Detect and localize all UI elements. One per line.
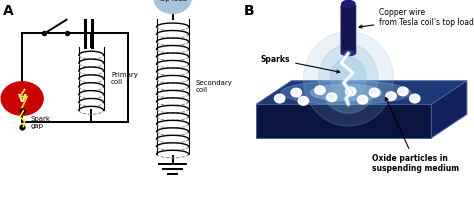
- FancyBboxPatch shape: [341, 5, 356, 54]
- Ellipse shape: [310, 84, 382, 101]
- Polygon shape: [256, 81, 467, 104]
- Circle shape: [359, 97, 364, 101]
- Circle shape: [154, 0, 191, 13]
- Circle shape: [399, 88, 404, 92]
- Circle shape: [410, 94, 420, 103]
- Ellipse shape: [303, 32, 393, 126]
- Circle shape: [398, 87, 408, 96]
- Circle shape: [327, 93, 337, 102]
- Text: Primary
coil: Primary coil: [111, 72, 138, 85]
- Circle shape: [371, 90, 375, 94]
- Circle shape: [276, 96, 281, 99]
- Text: V: V: [18, 94, 27, 103]
- Circle shape: [298, 97, 309, 105]
- Circle shape: [347, 88, 352, 92]
- Circle shape: [387, 93, 392, 97]
- Text: Oxide particles in
suspending medium: Oxide particles in suspending medium: [372, 98, 459, 173]
- Circle shape: [274, 94, 285, 103]
- Circle shape: [315, 86, 325, 95]
- Polygon shape: [431, 81, 467, 138]
- Text: Secondary
coil: Secondary coil: [196, 80, 233, 93]
- Ellipse shape: [331, 57, 366, 100]
- Text: Sparks: Sparks: [261, 55, 340, 73]
- Circle shape: [300, 98, 304, 102]
- Circle shape: [292, 90, 298, 94]
- Circle shape: [411, 96, 416, 99]
- Circle shape: [346, 87, 356, 96]
- Circle shape: [328, 94, 333, 98]
- Text: A: A: [2, 4, 13, 18]
- Ellipse shape: [342, 51, 355, 56]
- Text: Spark
gap: Spark gap: [31, 116, 51, 129]
- Text: B: B: [244, 4, 255, 18]
- Ellipse shape: [319, 44, 378, 113]
- Circle shape: [291, 88, 301, 97]
- Ellipse shape: [281, 81, 411, 104]
- Ellipse shape: [342, 1, 355, 7]
- Text: Copper wire
from Tesla coil's top load: Copper wire from Tesla coil's top load: [359, 8, 474, 28]
- Circle shape: [369, 88, 380, 97]
- Circle shape: [357, 95, 368, 104]
- Circle shape: [1, 82, 43, 115]
- Circle shape: [386, 92, 396, 100]
- Circle shape: [316, 87, 321, 91]
- Polygon shape: [256, 104, 431, 138]
- Text: Top load: Top load: [158, 0, 187, 2]
